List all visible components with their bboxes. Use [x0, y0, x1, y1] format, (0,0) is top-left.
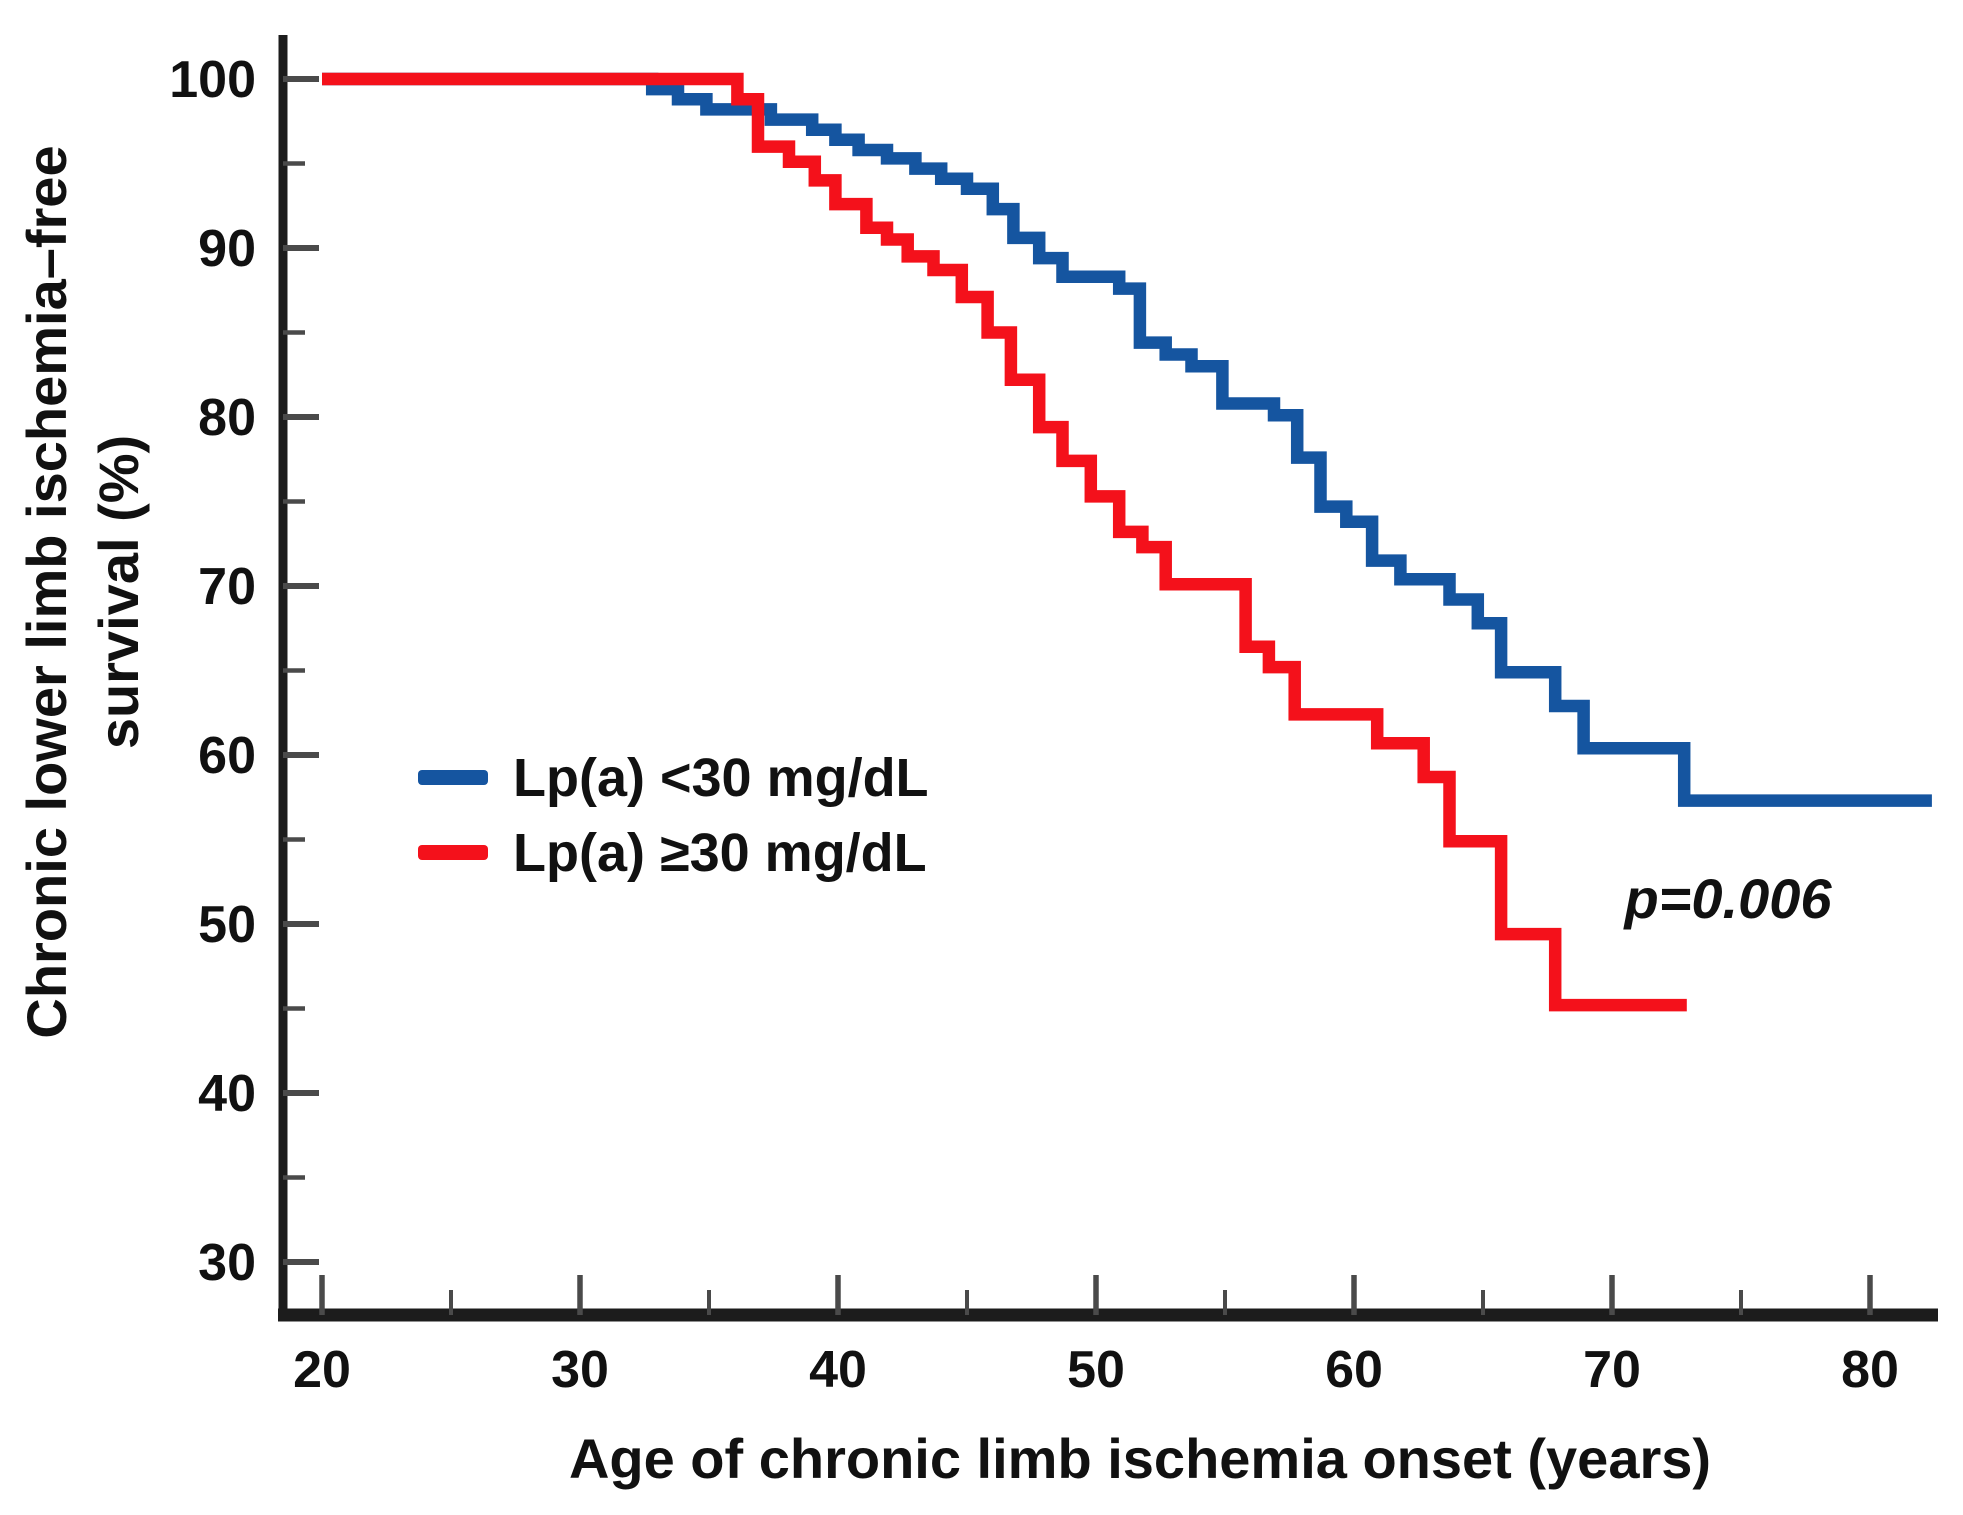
p-value-annotation: p=0.006: [1622, 867, 1832, 930]
survival-curve-lpa-low: [322, 72, 1932, 807]
x-tick-label: 70: [1583, 1341, 1641, 1399]
legend-label-blue: Lp(a) <30 mg/dL: [513, 748, 929, 808]
y-tick-label: 70: [198, 558, 256, 616]
axis-ticks: [283, 76, 1873, 1315]
y-tick-label: 50: [198, 896, 256, 954]
y-tick-label: 40: [198, 1065, 256, 1123]
legend-swatch-red: [418, 845, 488, 860]
y-tick-label: 100: [169, 51, 256, 109]
y-axis-title-line2: survival (%): [87, 435, 150, 749]
x-tick-label: 50: [1067, 1341, 1125, 1399]
y-tick-label: 30: [198, 1234, 256, 1292]
y-tick-label: 90: [198, 220, 256, 278]
legend: Lp(a) <30 mg/dL Lp(a) ≥30 mg/dL: [418, 748, 929, 883]
y-tick-label: 60: [198, 727, 256, 785]
y-tick-label: 80: [198, 389, 256, 447]
x-tick-label: 20: [293, 1341, 351, 1399]
legend-label-red: Lp(a) ≥30 mg/dL: [513, 823, 927, 883]
y-axis-title-line1: Chronic lower limb ischemia–free: [15, 145, 78, 1038]
x-tick-label: 80: [1841, 1341, 1899, 1399]
survival-curves: [322, 72, 1932, 1012]
x-axis-title: Age of chronic limb ischemia onset (year…: [569, 1427, 1711, 1490]
x-tick-label: 40: [809, 1341, 867, 1399]
survival-curve-lpa-high: [322, 72, 1687, 1012]
x-tick-label: 30: [551, 1341, 609, 1399]
axis-tick-labels: 20 30 40 50 60 70 80 100 90 80 70 60 50 40 30: [169, 51, 1899, 1399]
legend-swatch-blue: [418, 770, 488, 785]
x-tick-label: 60: [1325, 1341, 1383, 1399]
